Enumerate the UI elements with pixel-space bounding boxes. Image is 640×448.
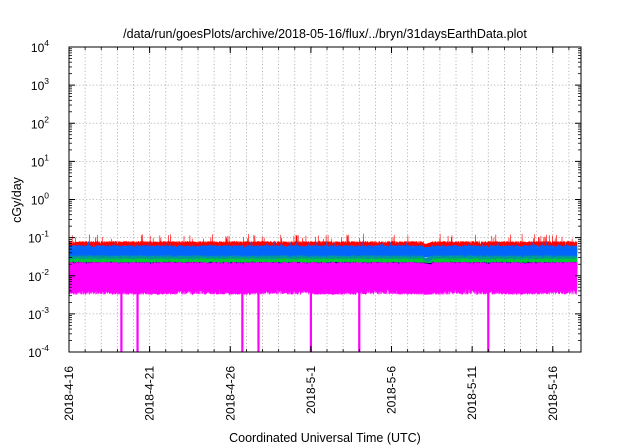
series-band — [68, 260, 578, 296]
x-tick-label: 2018-5-11 — [465, 366, 479, 420]
y-tick-label: 10-2 — [28, 267, 49, 284]
x-tick-label: 2018-5-16 — [546, 366, 560, 421]
y-tick-label: 102 — [31, 114, 49, 131]
y-tick-label: 10-1 — [28, 229, 49, 246]
x-tick-label: 2018-4-16 — [62, 366, 76, 421]
data-series — [68, 233, 578, 352]
grid — [69, 47, 581, 352]
y-tick-label: 100 — [31, 191, 49, 208]
axes: 10-4 10-3 10-2 10-1 100 101 102 103 104 2018-4-16… — [28, 38, 582, 421]
y-tick-label: 10-4 — [28, 343, 49, 360]
gap-connector — [423, 264, 433, 291]
x-axis-label: Coordinated Universal Time (UTC) — [229, 431, 421, 445]
y-axis-label: cGy/day — [10, 176, 24, 223]
y-tick-label: 103 — [31, 76, 49, 93]
x-tick-label: 2018-5-6 — [385, 366, 399, 414]
x-tick-label: 2018-5-1 — [304, 366, 318, 414]
y-tick-label: 101 — [31, 152, 49, 169]
series-area — [423, 261, 578, 296]
gap-connector — [423, 247, 433, 258]
series-area — [68, 260, 424, 296]
y-tick-label: 10-3 — [28, 305, 49, 322]
chart-title: /data/run/goesPlots/archive/2018-05-16/f… — [123, 27, 527, 41]
y-tick-label: 104 — [31, 38, 49, 55]
plot-frame — [68, 46, 582, 353]
x-tick-label: 2018-4-21 — [143, 366, 157, 421]
x-tick-label: 2018-4-26 — [223, 366, 237, 421]
